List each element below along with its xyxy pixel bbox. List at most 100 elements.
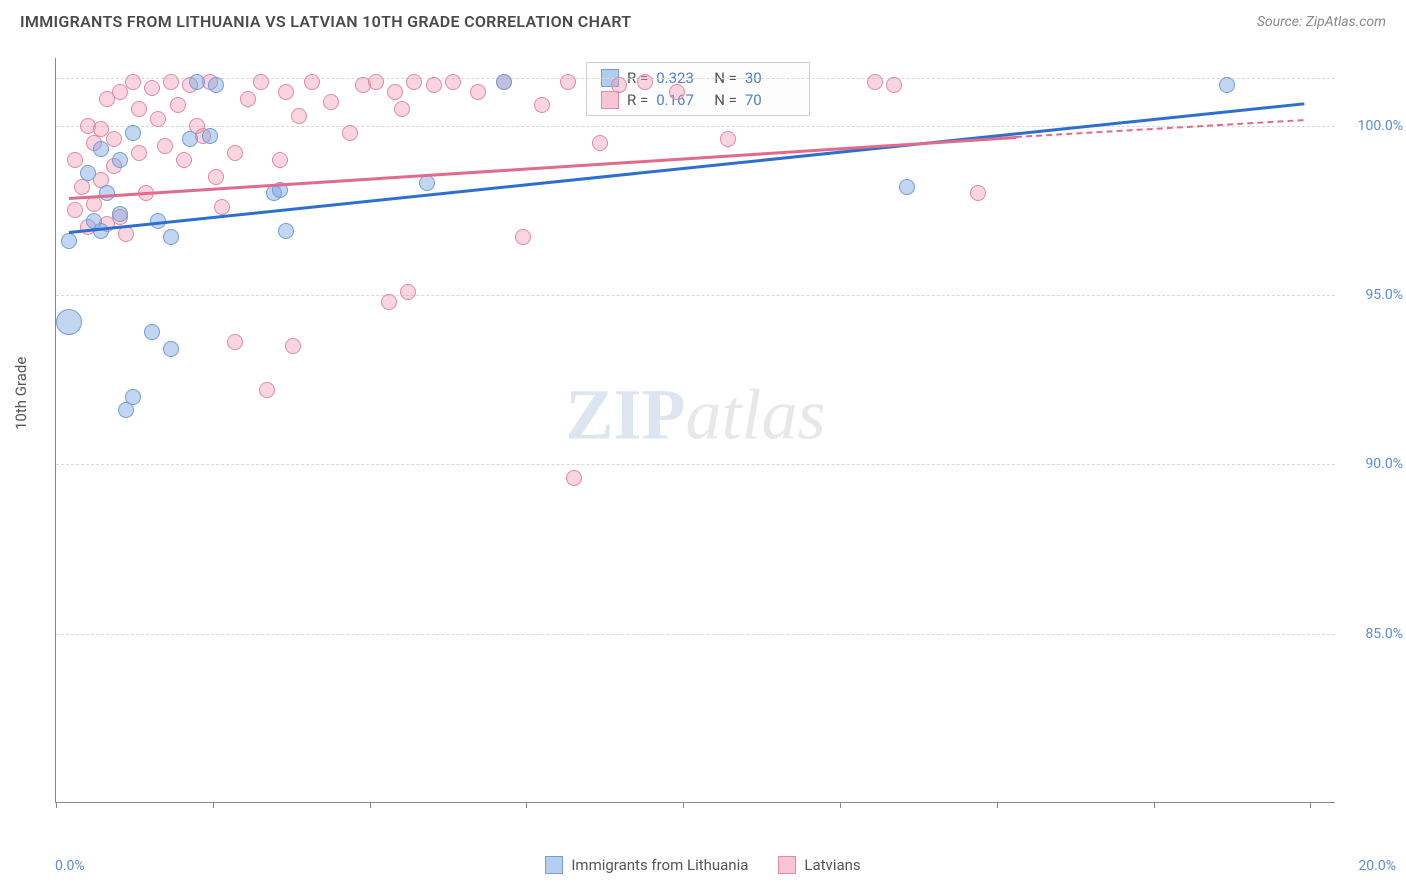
- watermark-atlas: atlas: [686, 375, 826, 455]
- legend-label-lithuania: Immigrants from Lithuania: [571, 856, 748, 874]
- trend-line: [69, 102, 1304, 233]
- stat-label-r: R =: [627, 91, 648, 109]
- x-tick-mark: [683, 802, 684, 808]
- scatter-point-latvians: [285, 338, 301, 354]
- watermark-z: Z: [565, 375, 613, 455]
- scatter-point-lithuania: [1219, 77, 1235, 93]
- scatter-point-lithuania: [189, 74, 205, 90]
- bottom-legend: Immigrants from Lithuania Latvians: [0, 856, 1406, 874]
- scatter-point-latvians: [176, 152, 192, 168]
- scatter-point-latvians: [886, 77, 902, 93]
- gridline: [56, 634, 1335, 635]
- scatter-point-latvians: [227, 334, 243, 350]
- scatter-point-latvians: [240, 91, 256, 107]
- chart-source: Source: ZipAtlas.com: [1257, 14, 1386, 30]
- scatter-point-latvians: [445, 74, 461, 90]
- scatter-point-latvians: [214, 199, 230, 215]
- legend-item-latvians: Latvians: [778, 856, 860, 874]
- scatter-plot-area: ZIPatlas R = 0.323 N = 30 R = 0.167 N = …: [55, 58, 1335, 803]
- scatter-point-latvians: [253, 74, 269, 90]
- gridline: [56, 78, 1335, 79]
- scatter-point-latvians: [342, 125, 358, 141]
- y-tick-label: 85.0%: [1365, 626, 1403, 642]
- x-tick-mark: [213, 802, 214, 808]
- stats-row-latvians: R = 0.167 N = 70: [601, 89, 795, 111]
- scatter-point-lithuania: [278, 223, 294, 239]
- swatch-pink: [601, 91, 619, 109]
- scatter-point-lithuania: [61, 233, 77, 249]
- watermark-ip: IP: [614, 375, 686, 455]
- scatter-point-latvians: [106, 131, 122, 147]
- scatter-point-lithuania: [125, 389, 141, 405]
- scatter-point-latvians: [406, 74, 422, 90]
- scatter-point-latvians: [566, 470, 582, 486]
- x-tick-mark: [997, 802, 998, 808]
- y-tick-label: 95.0%: [1365, 287, 1403, 303]
- gridline: [56, 126, 1335, 127]
- scatter-point-latvians: [278, 84, 294, 100]
- scatter-point-latvians: [131, 101, 147, 117]
- scatter-point-lithuania: [112, 152, 128, 168]
- scatter-point-latvians: [150, 111, 166, 127]
- scatter-point-latvians: [259, 382, 275, 398]
- scatter-point-latvians: [426, 77, 442, 93]
- stat-label-n: N =: [714, 91, 737, 109]
- scatter-point-latvians: [867, 74, 883, 90]
- scatter-point-latvians: [611, 77, 627, 93]
- scatter-point-latvians: [394, 101, 410, 117]
- scatter-point-lithuania: [163, 229, 179, 245]
- scatter-point-latvians: [381, 294, 397, 310]
- gridline: [56, 464, 1335, 465]
- scatter-point-latvians: [67, 202, 83, 218]
- scatter-point-latvians: [970, 185, 986, 201]
- scatter-point-latvians: [163, 74, 179, 90]
- scatter-point-latvians: [131, 145, 147, 161]
- scatter-point-lithuania: [419, 175, 435, 191]
- watermark: ZIPatlas: [565, 374, 825, 457]
- scatter-point-lithuania: [163, 341, 179, 357]
- x-tick-mark: [370, 802, 371, 808]
- scatter-point-lithuania: [93, 141, 109, 157]
- chart-title: IMMIGRANTS FROM LITHUANIA VS LATVIAN 10T…: [20, 12, 631, 31]
- scatter-point-latvians: [67, 152, 83, 168]
- scatter-point-latvians: [387, 84, 403, 100]
- scatter-point-lithuania: [80, 165, 96, 181]
- y-axis-label: 10th Grade: [12, 357, 30, 430]
- scatter-point-latvians: [157, 138, 173, 154]
- trend-line: [69, 136, 1016, 199]
- source-label: Source:: [1257, 14, 1306, 30]
- scatter-point-latvians: [170, 97, 186, 113]
- legend-item-lithuania: Immigrants from Lithuania: [545, 856, 748, 874]
- scatter-point-latvians: [227, 145, 243, 161]
- scatter-point-latvians: [272, 152, 288, 168]
- source-value: ZipAtlas.com: [1306, 14, 1386, 30]
- scatter-point-latvians: [637, 74, 653, 90]
- scatter-point-latvians: [368, 74, 384, 90]
- scatter-point-lithuania: [144, 324, 160, 340]
- scatter-point-latvians: [470, 84, 486, 100]
- scatter-point-lithuania: [208, 77, 224, 93]
- scatter-point-lithuania: [899, 179, 915, 195]
- swatch-blue: [545, 856, 563, 874]
- gridline: [56, 295, 1335, 296]
- scatter-point-lithuania: [56, 309, 82, 335]
- scatter-point-latvians: [118, 226, 134, 242]
- x-tick-mark: [526, 802, 527, 808]
- scatter-point-latvians: [208, 169, 224, 185]
- scatter-point-latvians: [515, 229, 531, 245]
- x-tick-mark: [1154, 802, 1155, 808]
- scatter-point-latvians: [304, 74, 320, 90]
- x-tick-mark: [840, 802, 841, 808]
- scatter-point-lithuania: [112, 206, 128, 222]
- x-tick-mark: [56, 802, 57, 808]
- scatter-point-latvians: [669, 84, 685, 100]
- y-tick-label: 90.0%: [1365, 456, 1403, 472]
- y-tick-label: 100.0%: [1358, 118, 1403, 134]
- scatter-point-latvians: [720, 131, 736, 147]
- scatter-point-latvians: [534, 97, 550, 113]
- x-tick-mark: [1310, 802, 1311, 808]
- scatter-point-latvians: [400, 284, 416, 300]
- swatch-pink: [778, 856, 796, 874]
- chart-header: IMMIGRANTS FROM LITHUANIA VS LATVIAN 10T…: [0, 0, 1406, 39]
- scatter-point-latvians: [592, 135, 608, 151]
